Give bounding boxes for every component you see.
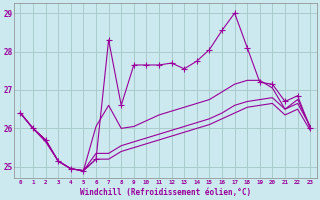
X-axis label: Windchill (Refroidissement éolien,°C): Windchill (Refroidissement éolien,°C) (80, 188, 251, 197)
